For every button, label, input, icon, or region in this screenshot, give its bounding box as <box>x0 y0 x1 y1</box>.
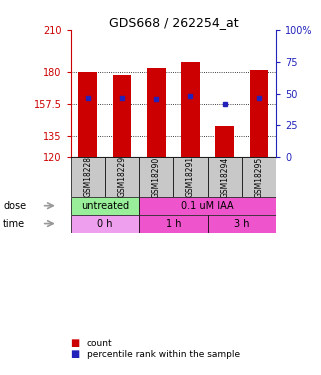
Bar <box>139 157 173 197</box>
Bar <box>242 157 276 197</box>
Bar <box>173 157 208 197</box>
Bar <box>215 126 234 157</box>
Text: GSM18290: GSM18290 <box>152 156 161 198</box>
Bar <box>71 214 139 232</box>
Text: 0 h: 0 h <box>97 219 113 229</box>
Text: ■: ■ <box>71 350 80 359</box>
Text: time: time <box>3 219 25 229</box>
Text: count: count <box>87 339 112 348</box>
Text: GSM18295: GSM18295 <box>255 156 264 198</box>
Bar <box>181 63 200 157</box>
Bar <box>78 72 97 157</box>
Bar <box>71 197 139 214</box>
Bar <box>105 157 139 197</box>
Text: dose: dose <box>3 201 26 211</box>
Title: GDS668 / 262254_at: GDS668 / 262254_at <box>108 16 238 29</box>
Text: ■: ■ <box>71 338 80 348</box>
Bar <box>249 69 268 157</box>
Text: GSM18229: GSM18229 <box>117 156 126 198</box>
Text: percentile rank within the sample: percentile rank within the sample <box>87 350 240 359</box>
Bar <box>139 214 208 232</box>
Bar <box>139 197 276 214</box>
Bar <box>71 157 105 197</box>
Text: GSM18228: GSM18228 <box>83 156 92 197</box>
Text: 3 h: 3 h <box>234 219 249 229</box>
Text: untreated: untreated <box>81 201 129 211</box>
Text: GSM18294: GSM18294 <box>220 156 229 198</box>
Text: 1 h: 1 h <box>166 219 181 229</box>
Text: GSM18291: GSM18291 <box>186 156 195 198</box>
Bar <box>147 68 166 157</box>
Bar <box>208 214 276 232</box>
Bar <box>208 157 242 197</box>
Bar <box>113 75 131 157</box>
Text: 0.1 uM IAA: 0.1 uM IAA <box>181 201 234 211</box>
